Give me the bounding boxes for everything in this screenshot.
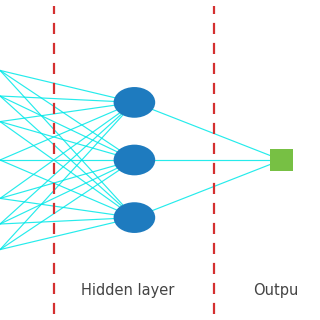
FancyBboxPatch shape bbox=[270, 149, 293, 171]
Text: Outpu: Outpu bbox=[253, 283, 298, 298]
Text: Hidden layer: Hidden layer bbox=[81, 283, 175, 298]
Ellipse shape bbox=[114, 145, 155, 175]
Ellipse shape bbox=[114, 202, 155, 233]
Ellipse shape bbox=[114, 87, 155, 118]
